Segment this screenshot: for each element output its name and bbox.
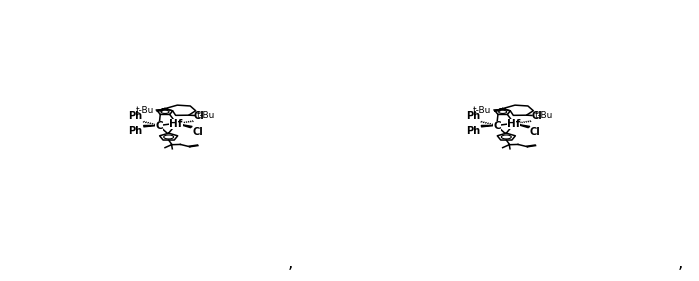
Polygon shape (143, 125, 159, 127)
Text: Ph: Ph (129, 112, 143, 121)
Text: Ph: Ph (129, 126, 143, 137)
Text: C: C (493, 121, 500, 131)
Text: C: C (155, 121, 163, 131)
Text: t-Bu: t-Bu (535, 111, 553, 120)
Text: t-Bu: t-Bu (136, 106, 154, 115)
Text: Cl: Cl (531, 111, 542, 121)
Text: ,: , (677, 254, 683, 272)
Text: ,: , (287, 254, 293, 272)
Polygon shape (481, 125, 497, 127)
Text: Cl: Cl (194, 111, 204, 121)
Polygon shape (514, 123, 530, 128)
Text: Ph: Ph (466, 126, 480, 137)
Text: Ph: Ph (466, 112, 480, 121)
Text: t-Bu: t-Bu (473, 106, 491, 115)
Polygon shape (176, 123, 192, 128)
Text: Cl: Cl (530, 127, 540, 137)
Text: Hf: Hf (169, 119, 182, 129)
Text: Hf: Hf (507, 119, 520, 129)
Text: t-Bu: t-Bu (197, 111, 215, 120)
Text: Cl: Cl (192, 127, 203, 137)
